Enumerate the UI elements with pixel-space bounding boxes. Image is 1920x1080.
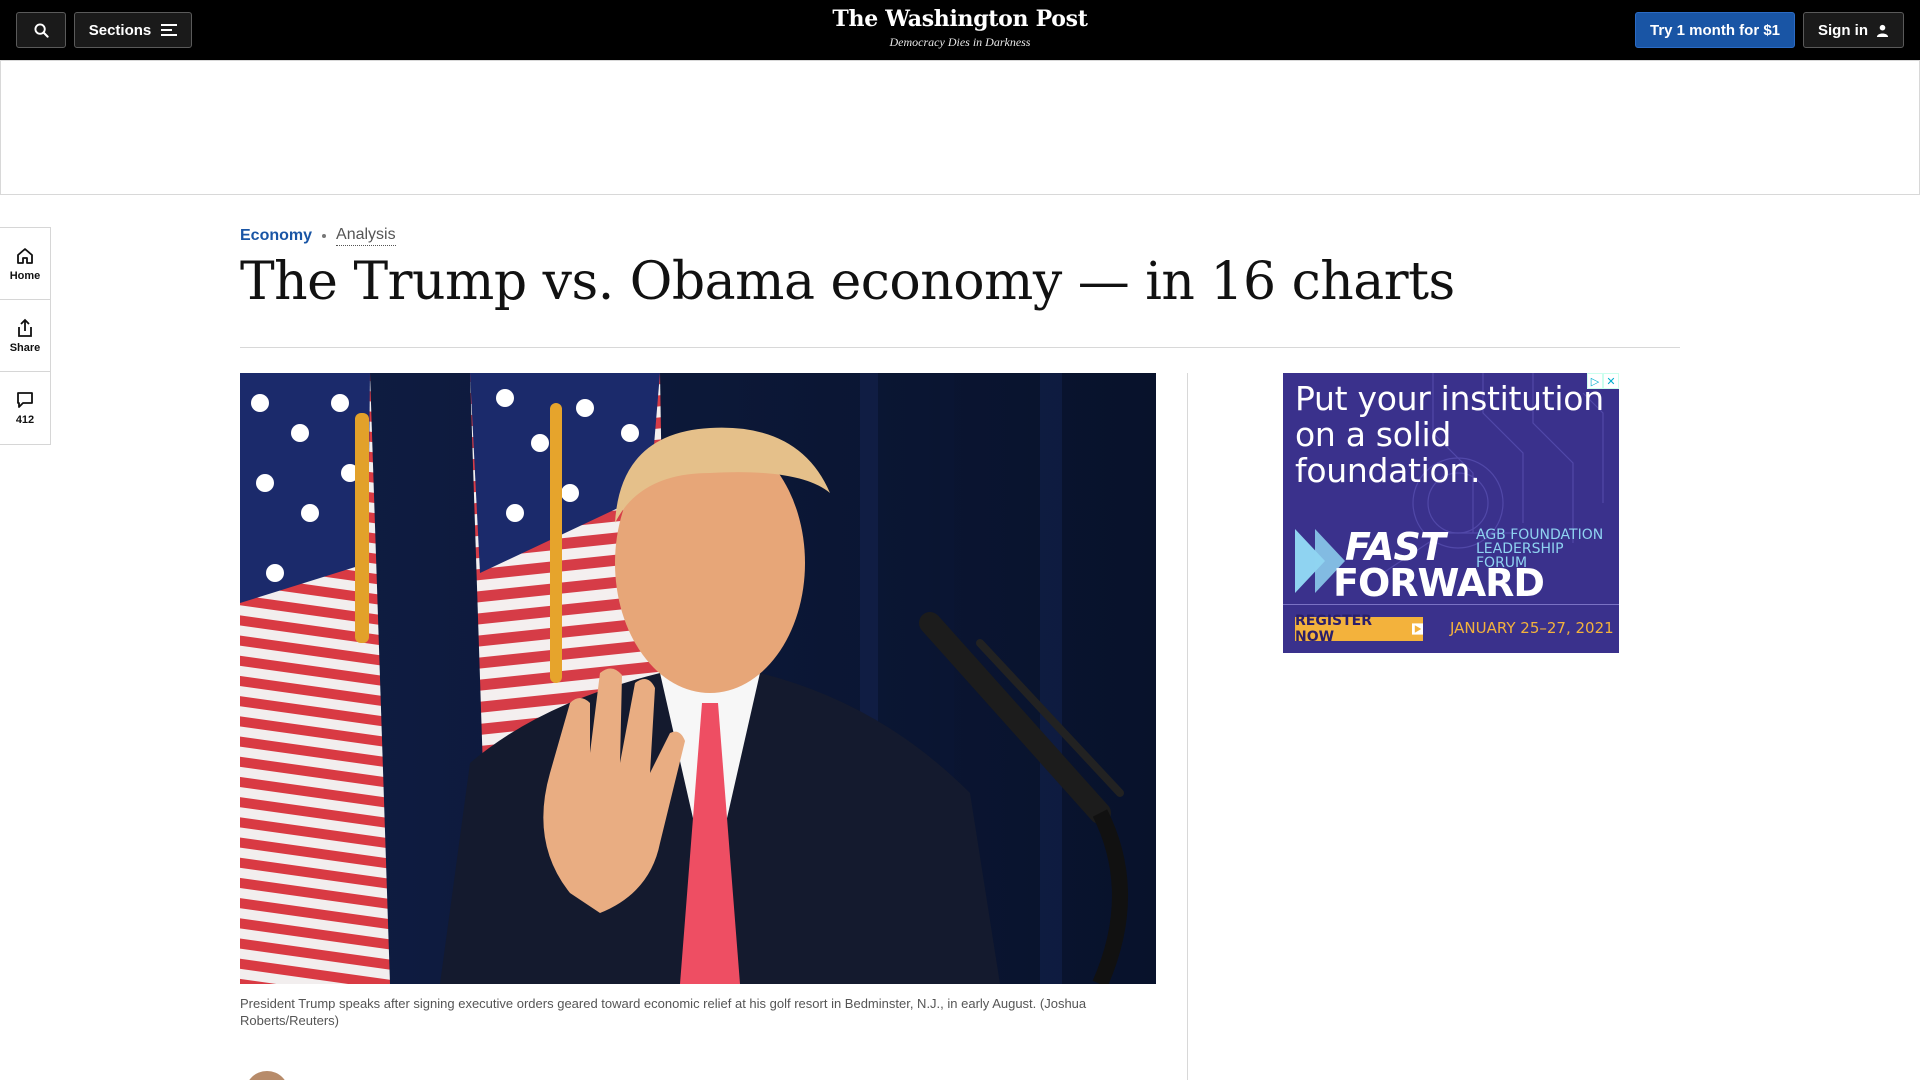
sign-in-label: Sign in — [1818, 21, 1868, 39]
logo-wordmark: The Washington Post — [832, 6, 1088, 32]
ad-choices[interactable]: ▷ ✕ — [1587, 373, 1619, 389]
side-advertisement[interactable]: Put your institution on a solid foundati… — [1283, 373, 1619, 653]
play-icon — [1411, 623, 1423, 635]
rail-share-button[interactable]: Share — [0, 300, 50, 372]
ad-dates: JANUARY 25–27, 2021 — [1450, 619, 1614, 637]
site-logo[interactable]: The Washington Post Democracy Dies in Da… — [760, 6, 1160, 50]
fast-forward-icon — [1295, 529, 1345, 593]
ad-register-button[interactable]: REGISTER NOW — [1295, 613, 1423, 645]
analysis-label[interactable]: Analysis — [336, 226, 396, 246]
ad-headline: Put your institution on a solid foundati… — [1295, 379, 1604, 490]
sections-label: Sections — [88, 21, 152, 39]
section-link[interactable]: Economy — [240, 227, 313, 244]
ad-subtitle: AGB FOUNDATION LEADERSHIP FORUM — [1476, 528, 1619, 570]
left-rail: Home Share 412 — [0, 227, 51, 445]
search-button[interactable] — [16, 12, 66, 48]
share-icon — [18, 318, 32, 337]
ad-brand-line1: FAST — [1345, 525, 1446, 569]
menu-icon — [161, 24, 178, 36]
rail-share-label: Share — [9, 341, 41, 354]
column-divider — [1187, 373, 1188, 1080]
ad-subtitle-line1: AGB FOUNDATION — [1476, 527, 1604, 543]
lead-photo-illustration — [240, 373, 1156, 984]
search-icon — [33, 22, 49, 38]
headline-divider — [240, 347, 1680, 348]
comment-icon — [17, 392, 33, 408]
lead-photo — [240, 373, 1156, 984]
rail-home-label: Home — [9, 269, 41, 282]
article-kicker: Economy Analysis — [240, 226, 396, 246]
logo-tagline: Democracy Dies in Darkness — [889, 35, 1031, 49]
sections-button[interactable]: Sections — [74, 12, 192, 48]
sign-in-button[interactable]: Sign in — [1803, 12, 1904, 48]
ad-subtitle-line2: LEADERSHIP FORUM — [1476, 541, 1564, 571]
ad-register-label: REGISTER NOW — [1295, 613, 1373, 645]
ad-brand-line2: FORWARD — [1333, 561, 1545, 605]
home-icon — [17, 247, 33, 264]
top-ad-slot — [0, 60, 1920, 195]
author-avatar[interactable] — [245, 1071, 289, 1080]
rail-comments-button[interactable]: 412 — [0, 372, 50, 444]
photo-caption: President Trump speaks after signing exe… — [240, 996, 1087, 1028]
ad-close-icon[interactable]: ✕ — [1603, 373, 1619, 389]
article-headline: The Trump vs. Obama economy — in 16 char… — [240, 252, 1455, 312]
user-icon — [1876, 24, 1889, 37]
top-navigation-bar: Sections The Washington Post Democracy D… — [0, 0, 1920, 60]
rail-comments-count: 412 — [15, 414, 35, 426]
rail-home-button[interactable]: Home — [0, 228, 50, 300]
ad-divider — [1283, 604, 1619, 605]
ad-choices-icon[interactable]: ▷ — [1587, 373, 1603, 389]
ad-circuit-pattern — [1382, 373, 1604, 574]
kicker-separator — [322, 234, 327, 238]
subscribe-button[interactable]: Try 1 month for $1 — [1635, 12, 1795, 48]
